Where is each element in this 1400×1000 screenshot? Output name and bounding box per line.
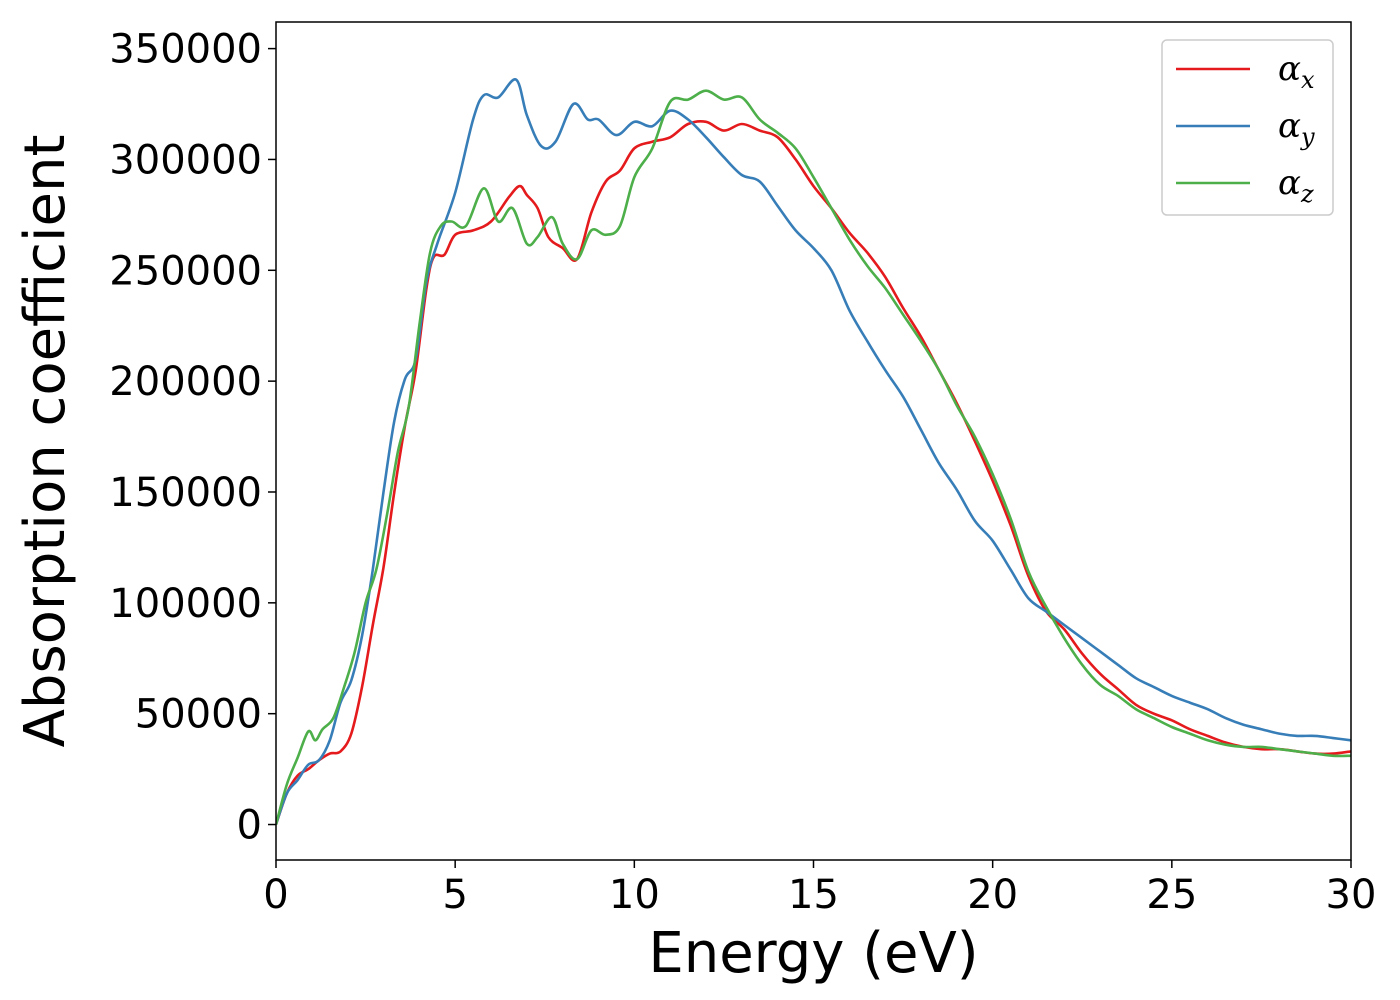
legend-label-subscript: y [1300, 123, 1315, 151]
series-line-z [276, 89, 1351, 825]
y-tick-label: 250000 [109, 248, 262, 294]
plot-frame [275, 21, 1352, 861]
y-axis-title: Absorption coefficient [13, 135, 78, 748]
legend-label-y: αy [1278, 106, 1315, 151]
series-line-x [276, 120, 1351, 825]
legend-label-z: αz [1278, 163, 1314, 208]
series-lines [276, 78, 1351, 825]
x-tick-label: 0 [263, 872, 288, 918]
y-tick-label: 300000 [109, 137, 262, 183]
x-tick-label: 30 [1326, 872, 1377, 918]
y-tick-label: 0 [237, 803, 262, 849]
legend-label-subscript: z [1300, 180, 1314, 208]
y-tick-label: 150000 [109, 470, 262, 516]
legend-label-symbol: α [1278, 106, 1301, 146]
series-line-y [276, 78, 1351, 825]
y-tick-label: 200000 [109, 359, 262, 405]
legend-box [1161, 39, 1334, 216]
x-tick-label: 5 [442, 872, 467, 918]
legend-label-symbol: α [1278, 163, 1301, 203]
x-tick-label: 20 [967, 872, 1018, 918]
legend-label-subscript: x [1301, 66, 1315, 94]
x-tick-label: 10 [609, 872, 660, 918]
x-axis-ticks: 0 5 10 15 20 25 30 [263, 860, 1376, 918]
legend-label-x: αx [1278, 49, 1315, 94]
x-tick-label: 25 [1146, 872, 1197, 918]
y-tick-label: 50000 [135, 692, 262, 738]
x-tick-label: 15 [788, 872, 839, 918]
legend-label-symbol: α [1278, 49, 1301, 89]
x-axis-title: Energy (eV) [648, 921, 978, 986]
y-axis-ticks: 0 50000 100000 150000 200000 250000 300000 3500… [109, 27, 276, 849]
y-tick-label: 350000 [109, 27, 262, 73]
y-tick-label: 100000 [109, 581, 262, 627]
